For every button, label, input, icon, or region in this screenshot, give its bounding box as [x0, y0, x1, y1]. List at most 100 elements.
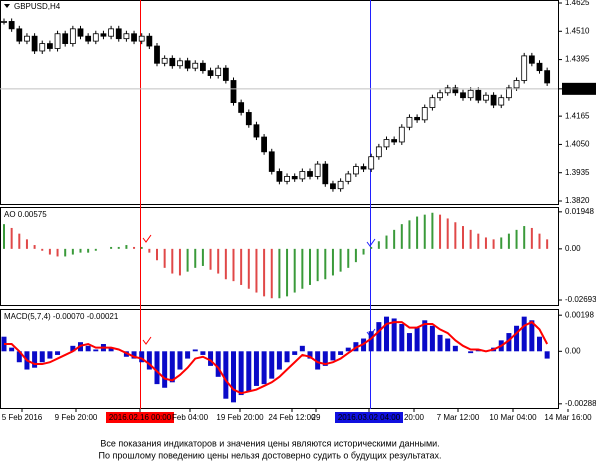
current-price-box	[562, 82, 596, 95]
candle	[330, 183, 336, 190]
y-tick-label: 1.4510	[565, 26, 590, 35]
candle	[92, 33, 99, 42]
candle	[115, 28, 122, 40]
macd-bar	[253, 351, 259, 386]
macd-bar	[338, 351, 344, 355]
candle	[39, 43, 46, 52]
macd-bar	[177, 351, 183, 370]
macd-bar	[414, 327, 420, 352]
macd-bar	[185, 351, 191, 359]
candle	[77, 28, 84, 37]
candle	[429, 97, 436, 108]
macd-bar	[276, 351, 282, 370]
macd-bar	[376, 322, 382, 352]
macd-bar	[223, 351, 229, 399]
macd-bar	[399, 323, 405, 352]
macd-bar	[521, 316, 527, 352]
candle	[161, 57, 168, 64]
macd-bar	[422, 320, 428, 352]
candle	[460, 92, 466, 99]
candle	[475, 89, 482, 101]
candle	[215, 67, 222, 76]
y-tick-label: 1.4165	[565, 111, 590, 120]
y-tick-label: 1.4050	[565, 140, 590, 149]
macd-bar	[368, 331, 374, 352]
macd-bar	[131, 351, 137, 359]
candle	[345, 173, 352, 182]
symbol-title: GBPUSD,H4	[14, 2, 61, 11]
macd-bar	[529, 320, 535, 352]
macd-bar	[39, 351, 45, 363]
y-tick-label: 1.4625	[565, 0, 590, 7]
candle	[444, 87, 451, 94]
candle	[268, 151, 275, 172]
candle	[62, 33, 69, 44]
candle	[261, 136, 268, 153]
candle	[54, 33, 61, 49]
macd-bar	[452, 345, 458, 352]
x-tick-label: 19 Feb 20:00	[216, 413, 264, 422]
candle	[177, 60, 183, 67]
x-tick-label: 2016.02.16 00:00	[109, 413, 172, 422]
candle	[222, 67, 229, 81]
macd-bar	[544, 351, 550, 359]
y-tick-label: 1.4276	[565, 84, 590, 93]
y-tick-label: 1.3935	[565, 168, 590, 177]
candle	[85, 35, 92, 42]
candle	[131, 33, 137, 42]
check-mark	[366, 238, 376, 247]
macd-bar	[208, 351, 214, 366]
candle	[307, 171, 313, 177]
candle	[498, 97, 505, 106]
macd-bar	[537, 336, 542, 352]
macd-bar	[231, 351, 236, 403]
x-tick-label: 9 Feb 20:00	[55, 413, 98, 422]
macd-bar	[238, 351, 244, 396]
candle	[123, 33, 130, 40]
candle	[245, 112, 252, 126]
macd-bar	[299, 345, 305, 352]
macd-bar	[55, 351, 61, 355]
candle	[421, 107, 428, 121]
x-tick-label: 7 Mar 12:00	[437, 413, 480, 422]
candle	[138, 35, 145, 42]
x-tick-label: 2016.03.02 04:00	[338, 413, 401, 422]
candle	[192, 62, 199, 69]
macd-title: MACD(5,7,4) -0.00070 -0.00021	[4, 312, 119, 321]
x-tick-label: 10 Mar 04:00	[489, 413, 537, 422]
candle	[230, 80, 237, 104]
y-tick-label: 0.00	[565, 346, 581, 355]
macd-bar	[32, 351, 38, 368]
y-tick-label: 0.00198	[565, 310, 594, 319]
candle	[528, 55, 535, 64]
candle	[299, 171, 306, 180]
macd-bar	[200, 351, 206, 355]
candle	[314, 163, 321, 177]
candle	[207, 70, 214, 76]
candle	[375, 146, 382, 158]
candle	[108, 28, 114, 37]
x-tick-label: 14 Mar 16:00	[544, 413, 592, 422]
signal-line	[4, 320, 549, 395]
y-tick-label: -0.00288	[565, 399, 596, 408]
macd-bar	[47, 351, 53, 359]
x-tick-label: 5 Feb 2016	[2, 413, 43, 422]
macd-bar	[506, 333, 512, 352]
ao-title: AO 0.00575	[4, 210, 47, 219]
y-tick-label: 0.01948	[565, 207, 594, 216]
macd-bar	[108, 347, 114, 352]
disclaimer: Все показания индикаторов и значения цен…	[100, 438, 439, 448]
candle	[368, 156, 375, 170]
candle	[467, 89, 474, 99]
candle	[291, 176, 298, 180]
macd-bar	[315, 351, 321, 370]
macd-bar	[437, 334, 443, 352]
highlight-box	[106, 412, 174, 423]
y-tick-label: 0.00	[565, 244, 581, 253]
y-tick-label: -0.02693	[565, 295, 596, 304]
candle	[544, 70, 551, 84]
menu-triangle	[4, 4, 10, 8]
candle	[146, 35, 153, 47]
